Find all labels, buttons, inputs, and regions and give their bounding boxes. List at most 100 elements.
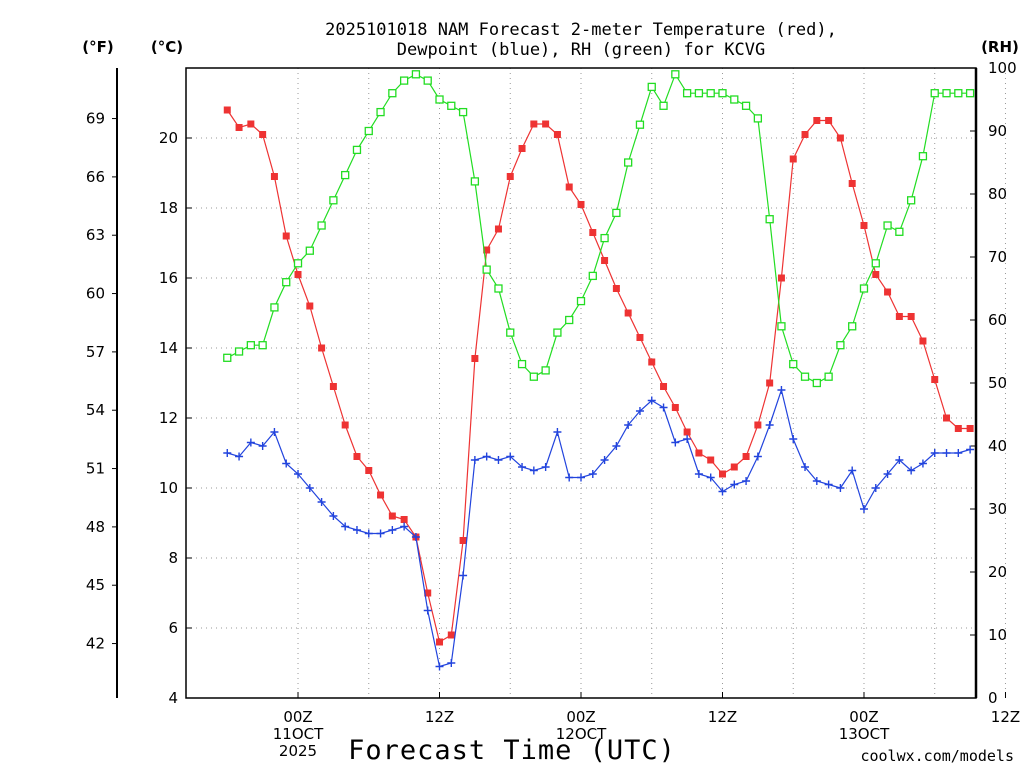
- dewpoint-point: [364, 529, 373, 538]
- rh-point: [730, 95, 739, 104]
- dewpoint-point: [352, 526, 361, 534]
- temperature-point: [919, 337, 927, 345]
- dewpoint-point: [470, 456, 479, 464]
- rh-point: [565, 315, 574, 325]
- temperature-point: [907, 313, 915, 320]
- rh-point: [223, 353, 232, 362]
- temperature-point: [530, 120, 538, 128]
- fahrenheit-tick-label: 51: [86, 460, 105, 478]
- dewpoint-point: [223, 449, 232, 457]
- fahrenheit-tick-label: 60: [86, 285, 105, 303]
- temperature-point: [860, 222, 868, 229]
- dewpoint-point: [541, 463, 550, 471]
- chart-title-line-2: Dewpoint (blue), RH (green) for KCVG: [397, 40, 765, 60]
- rh-line: [227, 72, 971, 384]
- rh-tick-label: 70: [988, 248, 1007, 266]
- dewpoint-point: [518, 463, 527, 471]
- rh-series: [223, 70, 975, 388]
- rh-point: [282, 278, 291, 287]
- rh-point: [506, 328, 515, 337]
- dewpoint-point: [954, 449, 963, 457]
- rh-point: [305, 246, 314, 255]
- temperature-point: [801, 131, 809, 138]
- dewpoint-point: [624, 421, 633, 429]
- rh-point: [600, 233, 609, 243]
- dewpoint-point: [317, 498, 326, 506]
- x-tick-label: 13OCT: [839, 725, 890, 743]
- dewpoint-point: [423, 606, 432, 615]
- dewpoint-point: [647, 396, 656, 405]
- dewpoint-point: [588, 470, 597, 478]
- rh-point: [494, 284, 503, 293]
- temperature-point: [671, 404, 679, 411]
- dewpoint-point: [459, 571, 468, 580]
- dewpoint-point: [718, 487, 727, 496]
- temperature-point: [553, 131, 561, 138]
- dewpoint-point: [789, 435, 798, 443]
- rh-point: [718, 89, 727, 98]
- temperature-point: [388, 512, 396, 520]
- dewpoint-point: [246, 438, 255, 447]
- temperature-point: [954, 425, 962, 432]
- rh-point: [906, 196, 916, 205]
- rh-point: [423, 76, 432, 85]
- celsius-tick-label: 16: [159, 269, 178, 287]
- celsius-tick-label: 20: [159, 129, 178, 147]
- rh-point: [435, 95, 444, 104]
- rh-point: [258, 341, 267, 350]
- dewpoint-point: [883, 470, 892, 478]
- rh-unit-label: (RH): [981, 38, 1019, 56]
- dewpoint-point: [258, 442, 267, 450]
- dewpoint-point: [447, 659, 456, 667]
- rh-point: [812, 378, 821, 388]
- temperature-point: [306, 302, 314, 310]
- rh-point: [317, 221, 326, 230]
- fahrenheit-tick-label: 48: [86, 518, 105, 536]
- dewpoint-point: [918, 459, 927, 468]
- dewpoint-point: [907, 466, 916, 475]
- rh-point: [942, 89, 951, 98]
- dewpoint-point: [400, 522, 409, 531]
- temperature-point: [247, 120, 255, 128]
- celsius-tick-label: 18: [159, 199, 178, 217]
- temperature-point: [884, 288, 892, 296]
- temperature-point: [707, 456, 715, 464]
- dewpoint-point: [730, 480, 739, 489]
- rh-tick-label: 30: [988, 500, 1007, 518]
- rh-point: [777, 322, 786, 331]
- rh-point: [376, 107, 385, 117]
- rh-tick-label: 50: [988, 374, 1007, 392]
- temperature-point: [943, 414, 951, 422]
- temperature-point: [235, 124, 243, 131]
- temperature-point: [329, 383, 337, 390]
- dewpoint-point: [930, 449, 939, 457]
- rh-point: [470, 177, 480, 186]
- temperature-point: [589, 229, 597, 236]
- dewpoint-point: [612, 442, 621, 450]
- dewpoint-point: [742, 477, 751, 485]
- temperature-point: [459, 537, 467, 544]
- temperature-point: [848, 180, 856, 187]
- temperature-point: [601, 257, 609, 264]
- rh-point: [624, 158, 633, 167]
- dewpoint-point: [694, 470, 703, 478]
- dewpoint-point: [506, 452, 515, 461]
- dewpoint-point: [812, 477, 821, 485]
- temperature-point: [471, 355, 479, 362]
- rh-point: [270, 303, 279, 312]
- temperature-point: [270, 173, 278, 180]
- temperature-point: [223, 106, 231, 114]
- dewpoint-point: [635, 407, 644, 415]
- temperature-point: [742, 453, 750, 460]
- dewpoint-point: [305, 484, 314, 492]
- dewpoint-point: [836, 484, 845, 492]
- temperature-point: [259, 131, 267, 138]
- dewpoint-point: [942, 449, 951, 457]
- temperature-point: [825, 117, 833, 124]
- x-tick-label: 12OCT: [556, 725, 607, 743]
- rh-point: [588, 271, 597, 281]
- temperature-point: [506, 173, 514, 180]
- rh-tick-label: 60: [988, 311, 1007, 329]
- dewpoint-point: [801, 463, 810, 471]
